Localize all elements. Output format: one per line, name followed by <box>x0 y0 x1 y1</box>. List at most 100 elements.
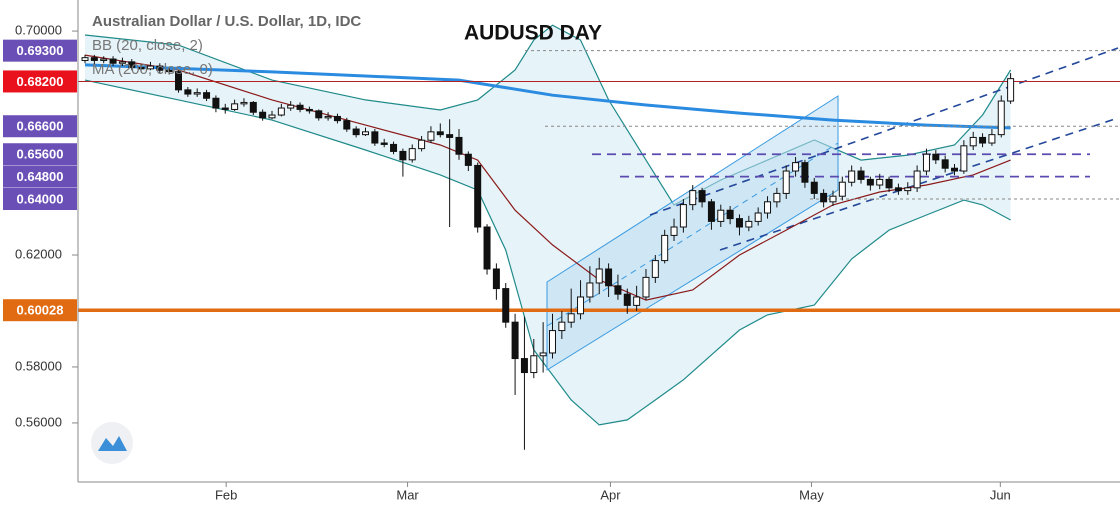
logo <box>91 422 133 464</box>
candle-body <box>380 142 388 145</box>
legend-ma: MA (200, close, 0) <box>92 61 213 78</box>
candle-body <box>259 111 267 119</box>
candle-body <box>577 296 585 315</box>
level-label: 0.69300 <box>17 43 64 58</box>
candle-body <box>446 134 454 138</box>
candle-body <box>352 128 360 136</box>
candle-body <box>81 57 89 61</box>
x-tick-label: Mar <box>396 487 419 502</box>
bb-fill <box>85 25 1011 425</box>
level-label-box <box>3 299 77 322</box>
candle-body <box>997 100 1005 136</box>
candle-body <box>558 321 566 332</box>
candle-layer <box>81 54 1015 450</box>
level-label-box <box>3 39 77 62</box>
y-tick-label: 0.58000 <box>15 358 62 373</box>
candle-body <box>268 114 276 119</box>
candle-body <box>885 178 893 189</box>
candle-body <box>548 330 556 354</box>
candle-body <box>913 170 921 189</box>
logo-icon <box>98 436 127 451</box>
candle-body <box>418 139 426 150</box>
candle-body <box>792 162 800 172</box>
candle-body <box>156 65 164 71</box>
candle-body <box>922 153 930 172</box>
logo-circle <box>91 422 133 464</box>
candle-body <box>988 134 996 144</box>
candle-body <box>605 268 613 287</box>
candle-body <box>651 260 659 278</box>
candle-body <box>707 201 715 222</box>
candle-body <box>726 209 734 220</box>
candle-body <box>137 66 145 70</box>
candle-body <box>838 181 846 197</box>
candle-body <box>399 150 407 161</box>
candle-body <box>333 115 341 122</box>
candle-body <box>287 104 295 109</box>
candle-body <box>231 103 239 110</box>
candle-body <box>128 61 136 68</box>
candle-body <box>212 97 220 109</box>
candle-body <box>698 190 706 203</box>
candle-body <box>305 108 313 112</box>
candle-body <box>586 282 594 298</box>
y-tick-label: 0.62000 <box>15 246 62 261</box>
candle-body <box>203 92 211 99</box>
level-label: 0.64000 <box>17 191 64 206</box>
channel-fill <box>546 95 839 371</box>
candle-body <box>530 355 538 374</box>
candle-body <box>455 136 463 155</box>
candle-body <box>390 143 398 152</box>
candle-body <box>184 89 192 95</box>
level-label-box <box>3 165 77 188</box>
candle-body <box>904 187 912 192</box>
candle-body <box>249 101 257 113</box>
x-tick-label: May <box>799 487 824 502</box>
candle-body <box>118 61 126 64</box>
candle-body <box>829 195 837 203</box>
candle-body <box>361 131 369 136</box>
candle-body <box>595 268 603 284</box>
candle-body <box>941 159 949 169</box>
candle-body <box>165 69 173 73</box>
label-layer: 0.69300 0.68200 0.66600 0.65600 0.64800 0.640… <box>3 39 77 322</box>
candle-body <box>100 58 108 61</box>
candle-body <box>492 268 500 290</box>
candle-body <box>960 145 968 172</box>
candle-body <box>146 65 154 70</box>
level-label: 0.65600 <box>17 147 64 162</box>
candle-body <box>969 136 977 147</box>
level-label: 0.64800 <box>17 169 64 184</box>
candle-body <box>277 107 285 116</box>
candle-body <box>614 285 622 295</box>
candle-body <box>464 153 472 166</box>
candle-body <box>109 58 117 64</box>
candle-body <box>848 170 856 183</box>
candle-body <box>717 209 725 222</box>
candle-body <box>932 153 940 161</box>
candle-body <box>474 164 482 228</box>
x-tick-label: Feb <box>215 487 237 502</box>
candle-body <box>343 120 351 130</box>
candle-body <box>193 92 201 95</box>
candle-body <box>670 226 678 236</box>
candle-body <box>511 321 519 360</box>
candle-body <box>801 162 809 183</box>
level-label: 0.68200 <box>17 74 64 89</box>
header: Australian Dollar / U.S. Dollar, 1D, IDC <box>92 13 361 30</box>
candle-body <box>371 131 379 144</box>
candle-body <box>175 71 183 91</box>
candle-body <box>782 170 790 194</box>
candle-body <box>436 131 444 136</box>
candle-body <box>502 288 510 323</box>
candle-body <box>90 57 98 61</box>
candle-body <box>1007 78 1015 102</box>
y-tick-label: 0.70000 <box>15 23 62 38</box>
candle-body <box>764 201 772 214</box>
candle-body <box>567 313 575 323</box>
candle-body <box>240 101 248 105</box>
candle-body <box>633 296 641 306</box>
level-label-box <box>3 143 77 166</box>
candle-body <box>745 220 753 228</box>
